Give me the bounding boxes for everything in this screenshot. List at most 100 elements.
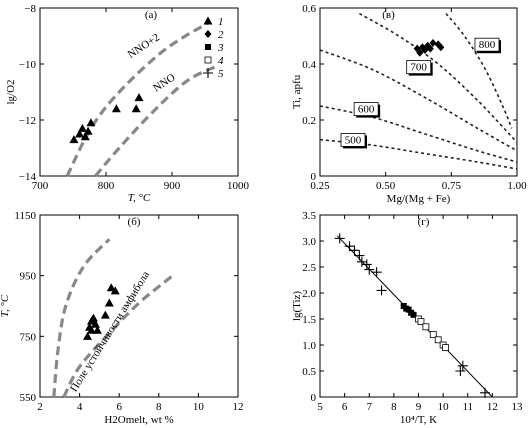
isotherm-label: 500	[345, 134, 362, 146]
data-point	[111, 104, 121, 113]
x-tick-label: 11	[462, 401, 473, 413]
y-tick-label: 1150	[14, 210, 36, 222]
stability-boundary	[62, 274, 174, 398]
y-axis-label: T, °C	[0, 294, 11, 317]
data-point	[334, 233, 345, 244]
y-axis-label: lg/O2	[5, 79, 17, 104]
y-tick-label: 0	[311, 392, 317, 404]
x-tick-label: 6	[342, 401, 348, 413]
legend-marker	[203, 68, 213, 78]
x-axis-label: Mg/(Mg + Fe)	[387, 193, 451, 205]
chart-panel-2: 2 4 6 8 10 12 550 750 950 1150 (б) H2Omelt, wt % T, …	[0, 210, 244, 426]
isotherm-label-box	[353, 102, 379, 116]
legend-label: 3	[217, 42, 224, 54]
y-tick-label: 750	[20, 331, 37, 343]
x-tick-label: 10	[438, 401, 450, 413]
data-point	[479, 387, 490, 398]
isotherm-label: 800	[479, 39, 496, 51]
y-tick-label: 0.4	[302, 59, 316, 71]
plot-frame	[39, 214, 239, 398]
data-point	[442, 344, 449, 352]
x-tick-label: 6	[116, 401, 122, 413]
data-point	[86, 325, 96, 334]
plot-frame	[319, 7, 518, 177]
isotherm-label: 600	[358, 104, 375, 116]
x-tick-label: 1.00	[507, 180, 527, 192]
data-point	[80, 132, 90, 141]
data-point	[90, 319, 100, 328]
legend-label: 4	[218, 55, 224, 67]
data-point	[356, 256, 367, 267]
x-tick-label: 5	[317, 401, 323, 413]
isotherm-label-box	[474, 37, 500, 52]
x-tick-label: 1000	[227, 180, 250, 192]
data-point	[416, 48, 424, 57]
y-tick-label: 0.5	[302, 366, 316, 378]
y-tick-label: 0.6	[302, 3, 316, 15]
data-point	[437, 43, 445, 52]
x-tick-label: 7	[367, 401, 373, 413]
x-axis-label: 10⁴/T, K	[400, 414, 437, 426]
data-point	[83, 331, 93, 340]
data-point	[429, 39, 437, 47]
data-point	[410, 311, 417, 318]
x-tick-label: 0.25	[310, 180, 330, 192]
data-point	[455, 366, 466, 376]
x-tick-label: 700	[32, 180, 49, 192]
data-point	[100, 310, 110, 319]
chart-panel-1: 0.25 0.50 0.75 1.00 0 0.2 0.4 0.6 (в) Mg/(Mg + Fe…	[291, 3, 527, 205]
x-tick-label: 12	[233, 401, 244, 413]
isotherm-label: 700	[410, 62, 427, 74]
curve-label: NNO+2	[126, 31, 162, 60]
data-point	[364, 264, 375, 275]
x-tick-label: 12	[487, 401, 498, 413]
data-point	[131, 104, 141, 113]
x-tick-label: 0.75	[442, 180, 462, 192]
data-point	[88, 313, 98, 322]
data-point	[104, 298, 114, 307]
x-axis-label: T, °C	[128, 192, 151, 204]
y-tick-label: 1.0	[302, 340, 316, 352]
legend-label: 5	[218, 68, 224, 80]
y-tick-label: −10	[19, 59, 37, 71]
stability-boundary	[52, 238, 111, 398]
panel-label: (г)	[418, 216, 430, 228]
chart-panel-3: 5 6 7 8 9 10 11 12 13 0 0.5 1.0 1.5 2.0 2.5 3.0 3.5 (г) 10…	[291, 210, 523, 426]
plot-frame	[39, 7, 239, 177]
data-point	[434, 336, 442, 344]
data-point	[134, 93, 144, 102]
data-point	[417, 318, 425, 326]
y-axis-label: Ti, apfu	[291, 74, 303, 109]
data-point	[457, 360, 468, 371]
buffer-curve	[94, 65, 217, 178]
x-tick-label: 900	[164, 180, 181, 192]
x-tick-label: 10	[193, 401, 205, 413]
x-tick-label: 9	[416, 401, 422, 413]
legend-label: 1	[218, 16, 224, 28]
data-point	[110, 286, 120, 295]
chart-panel-0: 700 800 900 1000 −14 −12 −10 −8 (а) T, °C lg/O2 NNO…	[5, 3, 250, 204]
data-point	[83, 126, 93, 135]
y-tick-label: 2.5	[302, 262, 316, 274]
y-tick-label: 950	[20, 271, 37, 283]
y-tick-label: −14	[19, 171, 37, 183]
y-tick-label: 0.2	[302, 115, 316, 127]
data-point	[405, 306, 412, 313]
data-point	[361, 259, 372, 270]
data-point	[371, 267, 382, 278]
panel-label: (в)	[382, 9, 395, 21]
data-point	[69, 135, 79, 144]
isotherm-label-box	[340, 132, 366, 147]
data-point	[77, 123, 87, 132]
x-tick-label: 0.50	[376, 180, 396, 192]
panel-label: (б)	[128, 216, 141, 228]
y-tick-label: −8	[24, 3, 36, 15]
x-tick-label: 800	[98, 180, 115, 192]
legend-label: 2	[218, 29, 224, 41]
isotherm-line	[359, 12, 518, 143]
x-tick-label: 13	[512, 401, 524, 413]
data-point	[86, 118, 96, 127]
x-tick-label: 8	[391, 401, 397, 413]
x-tick-label: 2	[37, 401, 43, 413]
